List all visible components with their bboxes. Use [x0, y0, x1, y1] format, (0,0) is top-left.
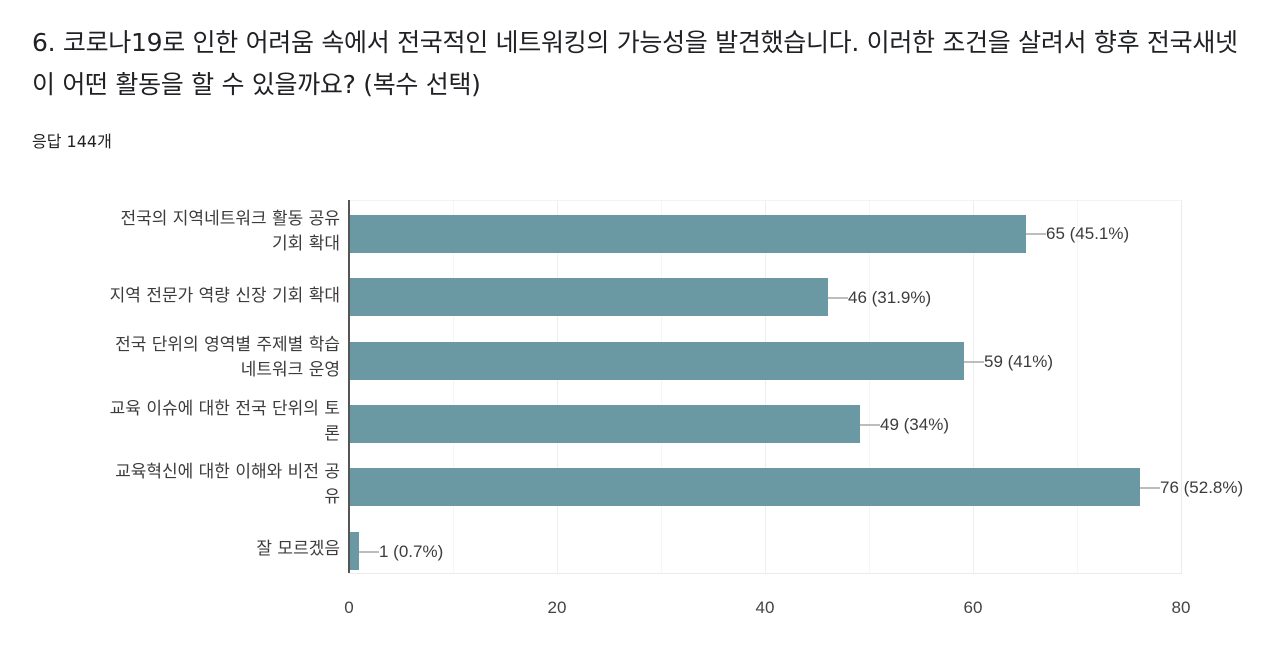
leader-line: [828, 297, 848, 299]
data-label: 59 (41%): [984, 352, 1053, 371]
x-tick-label: 0: [344, 598, 354, 617]
category-label: 지역 전문가 역량 신장 기회 확대: [28, 284, 348, 309]
category-label: 전국의 지역네트워크 활동 공유 기회 확대: [28, 207, 348, 257]
category-label-line: 교육혁신에 대한 이해와 비전 공: [115, 462, 340, 482]
data-label: 65 (45.1%): [1046, 224, 1130, 243]
category-label-line: 론: [324, 424, 340, 444]
category-label-line: 전국의 지역네트워크 활동 공유: [120, 209, 340, 229]
data-label: 49 (34%): [880, 415, 949, 434]
gridline: [661, 201, 662, 573]
leader-line: [1140, 487, 1160, 489]
gridline: [453, 201, 454, 573]
plot-area: [349, 200, 1182, 574]
bar[interactable]: [350, 278, 828, 316]
data-label: 76 (52.8%): [1160, 478, 1244, 497]
category-label: 잘 모르겠음: [28, 537, 348, 562]
category-label-line: 지역 전문가 역량 신장 기회 확대: [109, 286, 340, 306]
category-label: 교육 이슈에 대한 전국 단위의 토 론: [28, 397, 348, 447]
gridline: [557, 201, 558, 573]
category-label: 전국 단위의 영역별 주제별 학습 네트워크 운영: [28, 333, 348, 383]
data-label: 46 (31.9%): [848, 288, 932, 307]
bar[interactable]: [350, 468, 1140, 506]
gridline: [1077, 201, 1078, 573]
bar[interactable]: [350, 405, 860, 443]
bar[interactable]: [350, 215, 1026, 253]
gridline: [765, 201, 766, 573]
question-title: 6. 코로나19로 인한 어려움 속에서 전국적인 네트워킹의 가능성을 발견했…: [32, 28, 1238, 99]
response-count: 응답 144개: [32, 132, 112, 151]
leader-line: [359, 551, 379, 553]
leader-line: [1026, 233, 1046, 235]
category-label-line: 전국 단위의 영역별 주제별 학습: [115, 335, 340, 355]
category-label-line: 유: [324, 487, 340, 507]
gridline: [869, 201, 870, 573]
x-tick-label: 80: [1171, 598, 1191, 617]
leader-line: [964, 361, 984, 363]
bar[interactable]: [350, 532, 359, 570]
x-tick-label: 20: [547, 598, 567, 617]
x-tick-label: 60: [963, 598, 983, 617]
category-label: 교육혁신에 대한 이해와 비전 공 유: [28, 460, 348, 510]
category-label-line: 잘 모르겠음: [256, 539, 340, 559]
x-tick-label: 40: [755, 598, 775, 617]
category-label-line: 교육 이슈에 대한 전국 단위의 토: [109, 399, 340, 419]
category-label-line: 네트워크 운영: [240, 360, 340, 380]
y-axis-line: [348, 200, 350, 573]
data-label: 1 (0.7%): [379, 542, 444, 561]
leader-line: [860, 424, 880, 426]
gridline: [973, 201, 974, 573]
bar[interactable]: [350, 342, 964, 380]
category-label-line: 기회 확대: [272, 234, 340, 254]
